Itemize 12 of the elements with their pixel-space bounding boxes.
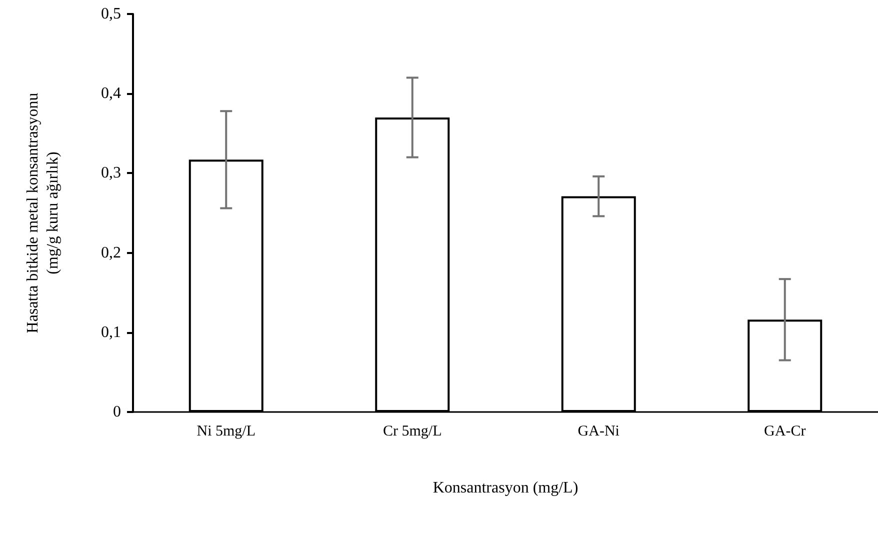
y-tick-label: 0,2 [101,244,121,262]
y-tick-label: 0 [113,404,121,420]
y-tick-label: 0,5 [101,6,121,22]
y-tick-label: 0,1 [101,324,121,341]
x-tick-label: GA-Ni [578,424,620,440]
y-tick-label: 0,4 [101,85,121,102]
y-tick-label: 0,3 [101,164,121,182]
x-tick-label: GA-Cr [764,424,806,440]
x-tick-label: Cr 5mg/L [383,424,442,440]
x-axis-title: Konsantrasyon (mg/L) [432,480,578,496]
x-tick-label: Ni 5mg/L [196,424,256,440]
y-axis-title: Hasatta bitkide metal konsantrasyonu (mg/g kuru ağırlık) [24,92,62,334]
